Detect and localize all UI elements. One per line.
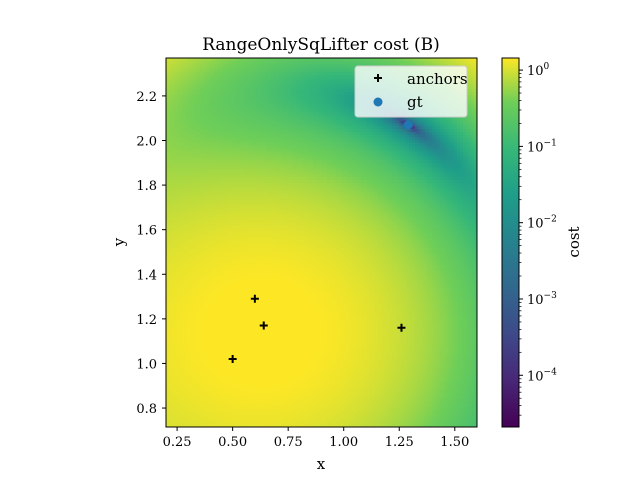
x-tick-label: 0.75	[274, 435, 303, 450]
y-tick-label: 2.0	[136, 134, 157, 149]
legend-gt-marker	[373, 97, 383, 107]
colorbar-tick-label: 10−4	[527, 367, 557, 384]
anchor-marker	[250, 294, 259, 303]
anchor-marker	[259, 321, 268, 330]
y-axis-label: y	[110, 237, 128, 247]
x-tick-label: 0.50	[218, 435, 247, 450]
colorbar-tick-label: 10−1	[527, 138, 557, 155]
legend-box	[354, 65, 468, 118]
x-tick-label: 1.50	[440, 435, 469, 450]
colorbar	[501, 57, 520, 428]
colorbar-tick-label: 10−3	[527, 291, 557, 308]
x-tick-label: 1.00	[329, 435, 358, 450]
colorbar-label: cost	[565, 226, 583, 257]
y-tick-label: 1.4	[136, 268, 157, 283]
y-tick-label: 0.8	[136, 402, 157, 417]
colorbar-tick-label: 10−2	[527, 215, 557, 232]
cost-heatmap	[166, 58, 477, 427]
x-axis-label: x	[317, 455, 326, 473]
plot-frame	[165, 57, 478, 428]
y-tick-label: 1.6	[136, 224, 157, 239]
x-tick-label: 1.25	[385, 435, 414, 450]
y-tick-label: 1.8	[136, 179, 157, 194]
y-tick-label: 1.0	[136, 357, 157, 372]
anchor-marker	[228, 354, 237, 363]
anchor-marker	[397, 323, 406, 332]
y-tick-label: 2.2	[136, 90, 157, 105]
gt-marker	[403, 120, 413, 130]
x-tick-label: 0.25	[163, 435, 192, 450]
legend-anchors-marker	[374, 74, 382, 82]
colorbar-tick-label: 100	[527, 62, 550, 79]
y-tick-label: 1.2	[136, 313, 157, 328]
legend-gt-label: gt	[407, 93, 423, 111]
legend-anchors-label: anchors	[407, 70, 468, 88]
chart-title: RangeOnlySqLifter cost (B)	[202, 35, 440, 55]
legend: anchors gt	[354, 65, 468, 118]
